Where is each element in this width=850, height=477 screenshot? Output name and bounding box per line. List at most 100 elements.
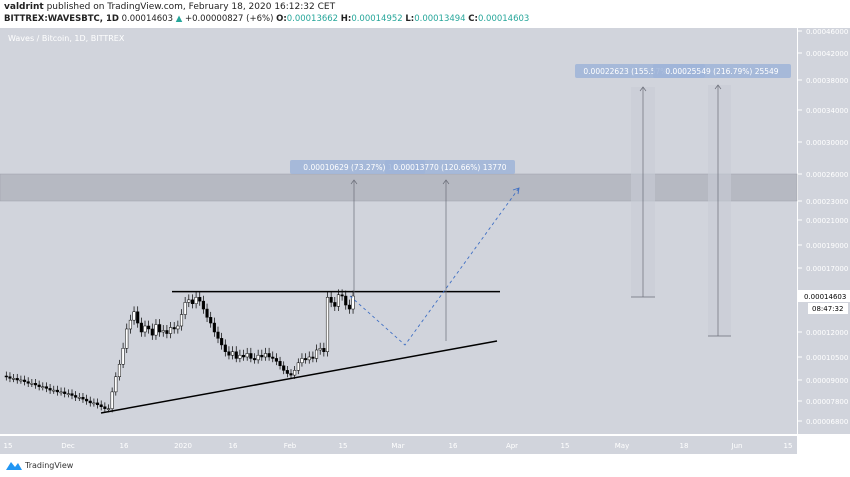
- measure-label-4: 0.00025549 (216.79%) 25549: [665, 67, 778, 76]
- candle: [117, 364, 122, 377]
- candle: [252, 358, 257, 361]
- x-tick-label: 2020: [174, 442, 192, 450]
- candle: [139, 322, 143, 333]
- candle: [30, 383, 34, 385]
- candle: [19, 379, 23, 382]
- y-tick-label: 0.00042000: [806, 50, 848, 58]
- candle: [106, 408, 111, 410]
- candle: [77, 397, 81, 399]
- candle: [205, 308, 209, 318]
- candle: [201, 300, 205, 310]
- candle: [249, 353, 253, 359]
- candle: [209, 317, 213, 324]
- measure-label-2-box: [385, 160, 515, 174]
- candle: [278, 361, 282, 367]
- measure-label-1: 0.00010629 (73.27%) 10629: [303, 163, 412, 172]
- y-tick-label: 0.00038000: [806, 77, 848, 85]
- candle: [136, 311, 140, 324]
- candle: [263, 353, 267, 358]
- candle: [48, 388, 52, 391]
- close-value: 0.00014603: [477, 14, 530, 24]
- x-tick-label: 16: [229, 442, 238, 450]
- candle: [158, 324, 162, 333]
- measure-label-3: 0.00022623 (155.57%) 22623: [583, 67, 696, 76]
- candle: [322, 348, 326, 352]
- candle: [274, 358, 278, 362]
- candle: [26, 381, 30, 384]
- candle: [212, 322, 216, 333]
- candle: [293, 370, 297, 376]
- x-tick-label: May: [615, 442, 629, 450]
- candle: [33, 383, 38, 386]
- candle: [256, 354, 260, 361]
- candle: [121, 348, 125, 365]
- y-tick-label: 0.00010500: [806, 354, 848, 362]
- x-tick-label: Jun: [731, 442, 743, 450]
- arrow-up-icon: [350, 179, 358, 185]
- published-text: published on TradingView.com, February 1…: [46, 2, 336, 12]
- candle: [63, 391, 67, 394]
- candle: [234, 351, 238, 359]
- price-chart[interactable]: Waves / Bitcoin, 1D, BITTREX 0.00046000 0.…: [0, 28, 850, 456]
- candle: [282, 365, 286, 371]
- candle: [198, 297, 202, 302]
- last-price-badge: [798, 290, 850, 302]
- y-tick-label: 0.00046000: [806, 28, 848, 36]
- x-tick-label: Feb: [284, 442, 297, 450]
- candle: [44, 386, 49, 389]
- candle: [227, 351, 231, 356]
- candle: [300, 358, 304, 364]
- tradingview-logo-icon: [6, 462, 22, 470]
- candle: [52, 389, 56, 392]
- candle: [114, 376, 118, 393]
- open-label: O:: [276, 14, 287, 24]
- candle: [271, 356, 275, 359]
- candle: [329, 297, 333, 303]
- arrow-up-icon: [639, 86, 647, 92]
- candle: [344, 295, 348, 306]
- candle: [304, 358, 308, 361]
- last-price: 0.00014603: [121, 14, 173, 24]
- candle: [315, 349, 319, 359]
- candle: [169, 327, 173, 334]
- candle: [245, 353, 249, 358]
- candle: [99, 404, 103, 407]
- candle: [161, 330, 165, 333]
- author[interactable]: valdrint: [4, 2, 44, 12]
- candle: [150, 328, 154, 336]
- up-arrow-icon: ▲: [175, 14, 183, 24]
- candle: [165, 330, 169, 334]
- x-tick-label: 16: [449, 442, 458, 450]
- ohlc-header: BITTREX:WAVESBTC, 1D 0.00014603 ▲ +0.000…: [4, 14, 529, 24]
- candle: [216, 331, 220, 339]
- candle: [194, 297, 198, 304]
- candle: [128, 319, 132, 330]
- countdown-badge: [808, 303, 848, 314]
- candle: [223, 344, 227, 352]
- candle: [96, 402, 100, 406]
- candle: [336, 294, 340, 307]
- y-tick-label: 0.00034000: [806, 107, 848, 115]
- candle: [187, 299, 191, 303]
- y-tick-label: 0.00030000: [806, 139, 848, 147]
- candle: [4, 375, 8, 378]
- arrow-up-icon: [442, 179, 450, 185]
- candle: [183, 302, 187, 315]
- candle: [351, 295, 355, 310]
- candle: [41, 386, 45, 388]
- arrow-head-icon: [512, 187, 520, 195]
- candle: [220, 338, 224, 346]
- low-label: L:: [405, 14, 415, 24]
- tradingview-logo[interactable]: TradingView: [6, 460, 73, 470]
- candle: [59, 391, 63, 394]
- candle: [311, 356, 315, 359]
- candle: [242, 354, 246, 358]
- candle: [103, 406, 107, 409]
- candle: [55, 389, 59, 393]
- candle: [132, 311, 136, 321]
- candle: [307, 356, 311, 361]
- plot-background: [0, 28, 797, 434]
- candle: [231, 351, 235, 356]
- y-tick-label: 0.00017000: [806, 265, 848, 273]
- candle: [325, 297, 330, 352]
